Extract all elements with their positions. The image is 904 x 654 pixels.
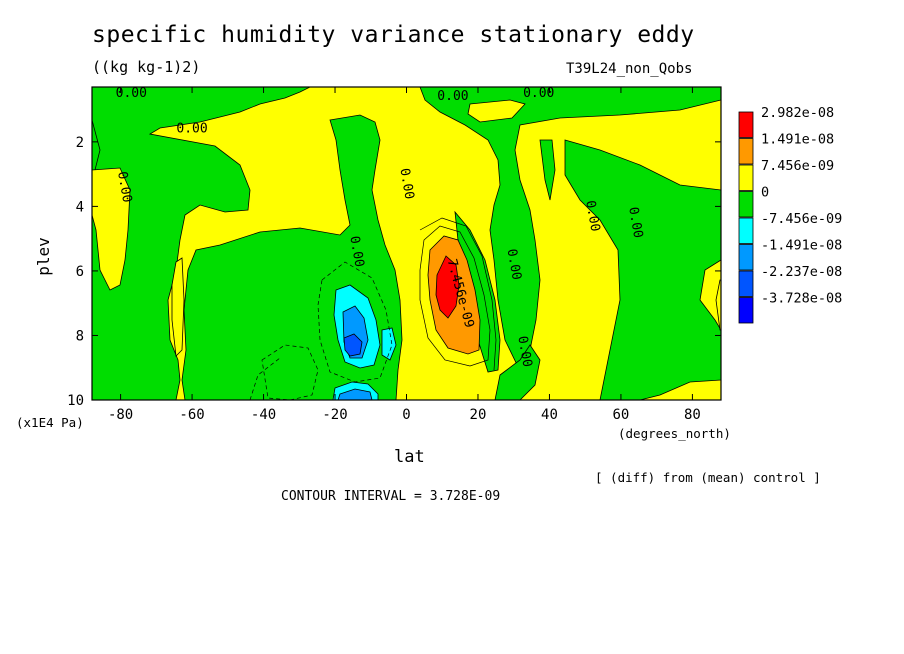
x-axis-label: lat bbox=[394, 447, 425, 467]
contour-label: 0.00 bbox=[437, 89, 468, 104]
fill-yellow-island-north bbox=[467, 99, 526, 123]
x-axis-units: (degrees_north) bbox=[618, 426, 731, 441]
colorbar-swatch bbox=[738, 111, 754, 138]
y-axis-units: (x1E4 Pa) bbox=[16, 415, 84, 430]
y-tick-label: 2 bbox=[76, 135, 84, 151]
colorbar-label: 0 bbox=[761, 185, 769, 201]
contour-label: 0.00 bbox=[625, 206, 645, 239]
fill-yellow-island-southwest bbox=[171, 257, 185, 357]
contour-line-positive-outer2 bbox=[419, 217, 497, 371]
y-tick-label: 4 bbox=[76, 199, 84, 215]
x-tick-label: 40 bbox=[541, 407, 558, 423]
colorbar-swatch bbox=[738, 191, 754, 218]
x-tick-label: -20 bbox=[322, 407, 347, 423]
contour-line-negative-dash1 bbox=[317, 261, 393, 383]
contour-lines bbox=[249, 217, 497, 400]
contour-label: 0.00 bbox=[346, 235, 366, 268]
colorbar-label: -2.237e-08 bbox=[761, 264, 842, 280]
y-tick-label: 10 bbox=[67, 393, 84, 409]
contour-label: 0.00 bbox=[396, 167, 416, 200]
colorbar-label: 2.982e-08 bbox=[761, 105, 834, 121]
fill-blue-bottom bbox=[337, 388, 373, 400]
colorbar: 2.982e-08 1.491e-08 7.456e-09 0 -7.456e-09 -1… bbox=[738, 105, 842, 324]
y-axis-ticks: 2 4 6 8 10 bbox=[67, 135, 721, 409]
colorbar-swatch bbox=[738, 164, 754, 191]
contour-label: 0.00 bbox=[523, 86, 554, 101]
colorbar-swatch bbox=[738, 270, 754, 297]
colorbar-label: 1.491e-08 bbox=[761, 132, 834, 148]
contour-label: 0.00 bbox=[176, 121, 207, 136]
fill-yellow-island-west bbox=[92, 167, 131, 291]
chart-title: specific humidity variance stationary ed… bbox=[92, 22, 695, 48]
colorbar-swatch bbox=[738, 217, 754, 244]
colorbar-label: -7.456e-09 bbox=[761, 211, 842, 227]
contour-line-negative-dash3 bbox=[249, 357, 281, 400]
contour-fills bbox=[92, 87, 721, 400]
x-axis-ticks: -80 -60 -40 -20 0 20 40 60 80 bbox=[108, 87, 701, 423]
colorbar-swatch bbox=[738, 138, 754, 165]
contour-line-negative-dash2 bbox=[261, 344, 319, 400]
fill-green-northeast bbox=[564, 139, 721, 400]
x-tick-label: 0 bbox=[402, 407, 410, 423]
fill-green-east-strip bbox=[539, 139, 556, 201]
fill-deepblue-negative bbox=[343, 333, 363, 357]
x-tick-label: -80 bbox=[108, 407, 133, 423]
y-tick-label: 8 bbox=[76, 328, 84, 344]
fill-green-south-eq bbox=[494, 344, 541, 400]
fill-cyan-negative-small bbox=[381, 327, 397, 361]
contour-line-positive-outer bbox=[419, 225, 491, 367]
x-tick-label: -40 bbox=[251, 407, 276, 423]
x-tick-label: 20 bbox=[470, 407, 487, 423]
fill-green-west bbox=[92, 87, 311, 400]
colorbar-swatch bbox=[738, 297, 754, 324]
colorbar-label: -1.491e-08 bbox=[761, 238, 842, 254]
y-tick-label: 6 bbox=[76, 264, 84, 280]
diff-note: [ (diff) from (mean) control ] bbox=[595, 470, 821, 485]
x-tick-label: -60 bbox=[179, 407, 204, 423]
contour-label: 0.00 bbox=[116, 86, 147, 101]
contour-label: 0.00 bbox=[114, 170, 134, 203]
x-tick-label: 60 bbox=[613, 407, 630, 423]
fill-red-positive bbox=[435, 255, 460, 319]
colorbar-label: -3.728e-08 bbox=[761, 291, 842, 307]
contour-interval: CONTOUR INTERVAL = 3.728E-09 bbox=[281, 489, 501, 504]
contour-label: 0.00 bbox=[514, 335, 534, 368]
contour-label: 0.00 bbox=[582, 199, 602, 232]
x-tick-label: 80 bbox=[684, 407, 701, 423]
colorbar-swatch bbox=[738, 244, 754, 271]
colorbar-label: 7.456e-09 bbox=[761, 158, 834, 174]
chart-units: ((kg kg-1)2) bbox=[92, 58, 201, 76]
contour-label: 0.00 bbox=[504, 248, 524, 281]
run-id-label: T39L24_non_Qobs bbox=[566, 61, 693, 77]
